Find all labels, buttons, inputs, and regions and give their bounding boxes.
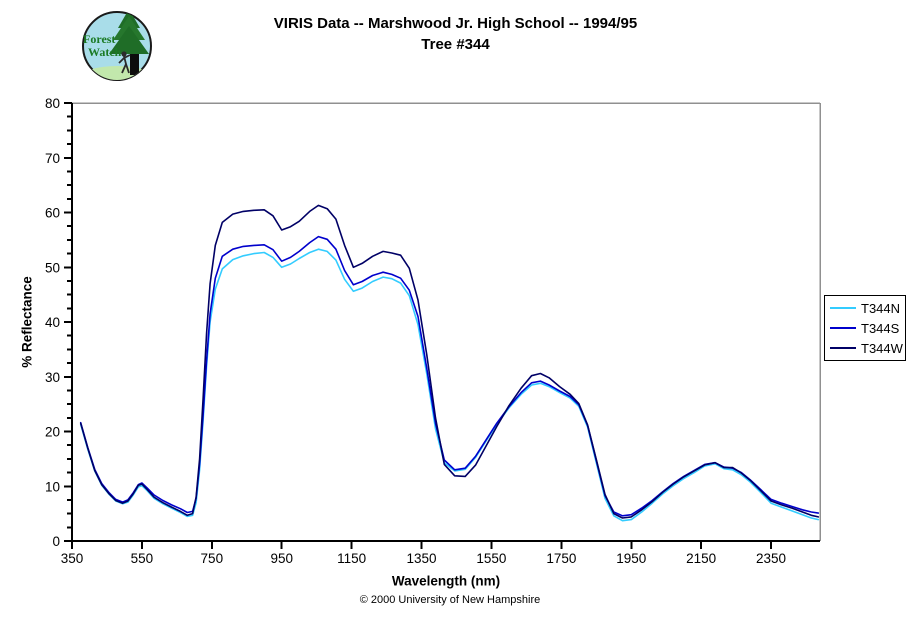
series-line-T344S (79, 235, 820, 517)
x-tick-label: 2350 (756, 551, 786, 566)
logo-tree-trunk (130, 43, 139, 75)
y-axis-title: % Reflectance (19, 276, 35, 368)
logo-person-body (118, 54, 131, 74)
y-tick-label: 30 (45, 370, 60, 385)
x-tick-label: 750 (201, 551, 224, 566)
legend-swatch-T344W (830, 347, 856, 349)
y-tick-label: 20 (45, 425, 60, 440)
chart-title-line2: Tree #344 (421, 36, 490, 53)
y-tick-label: 0 (52, 534, 60, 549)
y-tick-label: 40 (45, 315, 60, 330)
x-tick-label: 1750 (546, 551, 576, 566)
chart-title-line1: VIRIS Data -- Marshwood Jr. High School … (273, 15, 638, 32)
x-tick-label: 2150 (686, 551, 716, 566)
logo-tree-bottom (109, 26, 149, 54)
legend-swatch-T344S (830, 327, 856, 329)
x-tick-label: 350 (61, 551, 84, 566)
chart-title-block: VIRIS Data -- Marshwood Jr. High School … (0, 13, 911, 55)
legend-item-T344W: T344W (825, 338, 905, 358)
legend-label: T344S (861, 320, 900, 336)
x-axis-title: Wavelength (nm) (391, 573, 501, 589)
x-tick-label: 1550 (476, 551, 506, 566)
x-tick-label: 1350 (407, 551, 437, 566)
logo-tree-scene (83, 12, 151, 80)
legend-box: T344N T344S T344W (824, 295, 906, 361)
forest-watch-logo: Forest Watch (82, 11, 152, 81)
legend-item-T344S: T344S (825, 318, 905, 338)
legend-swatch-T344N (830, 307, 856, 309)
y-tick-label: 10 (45, 479, 60, 494)
x-tick-label: 950 (270, 551, 293, 566)
legend-item-T344N: T344N (825, 298, 905, 318)
x-tick-label: 1150 (337, 551, 366, 566)
y-tick-label: 60 (45, 206, 60, 221)
y-tick-label: 80 (45, 96, 60, 111)
series-line-T344W (79, 204, 820, 519)
logo-text-forest: Forest (83, 32, 115, 46)
legend-label: T344N (861, 300, 901, 316)
x-tick-label: 550 (131, 551, 154, 566)
legend-label: T344W (861, 340, 903, 356)
series-line-T344N (79, 248, 820, 522)
logo-text-watch: Watch (88, 45, 122, 59)
y-tick-label: 50 (45, 260, 60, 275)
logo-person-head (121, 51, 127, 57)
x-tick-label: 1950 (616, 551, 646, 566)
copyright-text: © 2000 University of New Hampshire (359, 594, 541, 606)
y-tick-label: 70 (45, 151, 60, 166)
